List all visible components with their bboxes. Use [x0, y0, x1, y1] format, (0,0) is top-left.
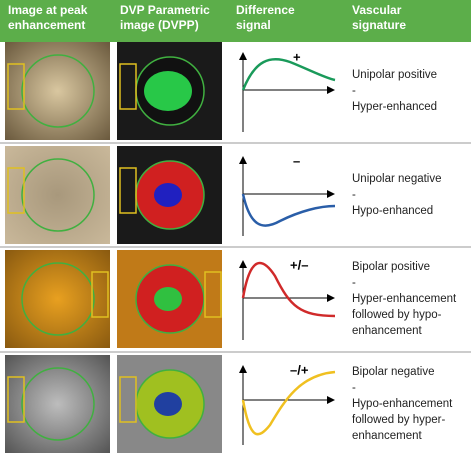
- signature-text: Hypo-enhancement: [352, 398, 453, 410]
- signature-text: Hyper-enhancement: [352, 293, 457, 305]
- signature-text: Unipolar negative: [352, 173, 442, 185]
- reference-box: [119, 376, 137, 423]
- roi-circle: [21, 262, 95, 336]
- reference-box: [91, 271, 109, 318]
- x-arrow: [327, 190, 335, 198]
- y-arrow: [239, 156, 247, 164]
- column-title: signal: [236, 18, 271, 32]
- column-title: enhancement: [8, 18, 85, 32]
- signature-text: -: [352, 85, 356, 97]
- signature-text: Hyper-enhanced: [352, 101, 437, 113]
- signal-sign: +/–: [290, 257, 308, 272]
- column-title: Image at peak: [8, 3, 88, 17]
- signature-text: enhancement: [352, 325, 422, 337]
- column-title: signature: [352, 18, 406, 32]
- signature-text: -: [352, 382, 356, 394]
- x-arrow: [327, 294, 335, 302]
- reference-box: [204, 271, 222, 318]
- y-arrow: [239, 260, 247, 268]
- signature-text: Unipolar positive: [352, 69, 437, 81]
- column-title: DVP Parametric: [120, 3, 210, 17]
- roi-circle: [21, 367, 95, 441]
- signature-text: enhancement: [352, 430, 422, 442]
- header-bar: [0, 0, 471, 42]
- roi-circle: [21, 158, 95, 232]
- signature-text: Hypo-enhanced: [352, 205, 433, 217]
- signal-curve: [241, 261, 336, 318]
- signature-text: -: [352, 277, 356, 289]
- enhancement-blob: [144, 71, 192, 111]
- reference-box: [7, 167, 25, 214]
- signature-text: Bipolar negative: [352, 366, 434, 378]
- signal-curve: [241, 370, 336, 436]
- reference-box: [7, 376, 25, 423]
- signature-text: -: [352, 189, 356, 201]
- signature-text: followed by hyper-: [352, 414, 445, 426]
- enhancement-blob: [154, 183, 182, 207]
- column-title: image (DVPP): [120, 18, 199, 32]
- signal-sign: +: [293, 49, 301, 64]
- column-title: Vascular: [352, 3, 402, 17]
- signature-text: Bipolar positive: [352, 261, 430, 273]
- enhancement-blob: [154, 392, 182, 416]
- signal-sign: –/+: [290, 362, 309, 377]
- roi-circle: [21, 54, 95, 128]
- reference-box: [119, 63, 137, 110]
- enhancement-blob: [154, 287, 182, 311]
- signal-curve: [241, 58, 336, 91]
- x-arrow: [327, 86, 335, 94]
- y-arrow: [239, 365, 247, 373]
- reference-box: [119, 167, 137, 214]
- y-arrow: [239, 52, 247, 60]
- signal-sign: –: [293, 153, 300, 168]
- signal-curve: [241, 193, 336, 227]
- signature-text: followed by hypo-: [352, 309, 442, 321]
- x-arrow: [327, 396, 335, 404]
- column-title: Difference: [236, 3, 295, 17]
- reference-box: [7, 63, 25, 110]
